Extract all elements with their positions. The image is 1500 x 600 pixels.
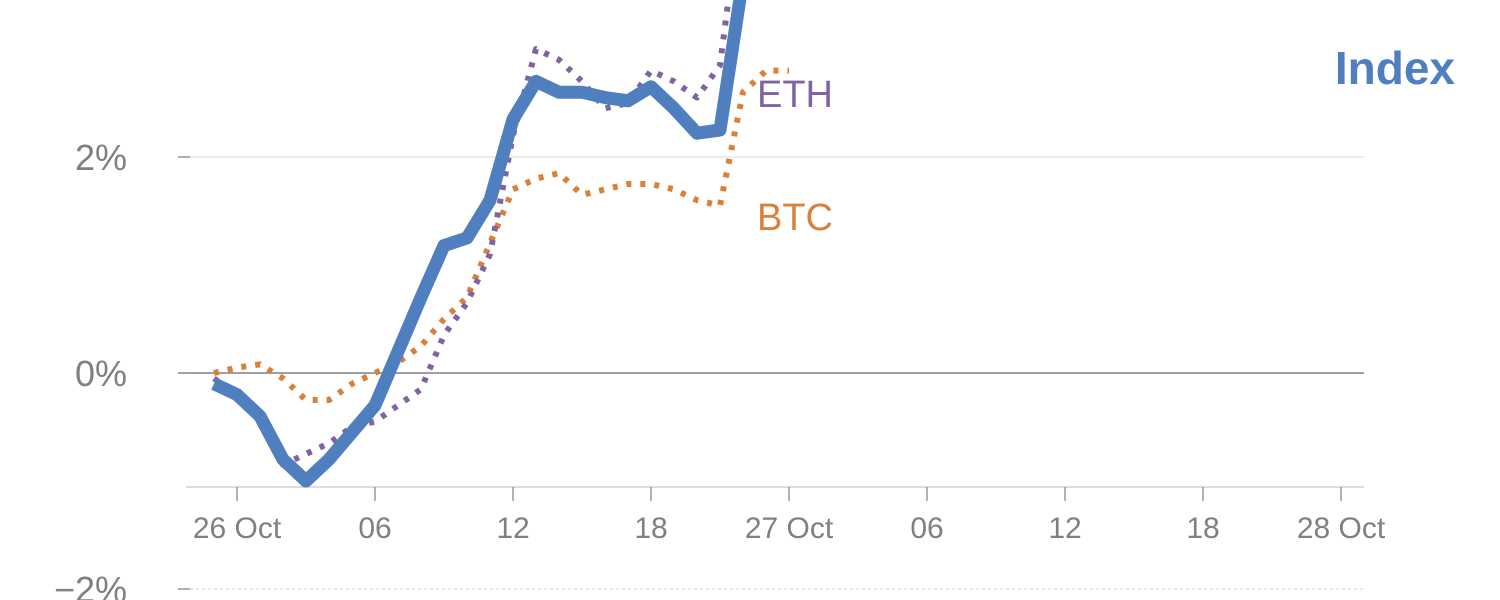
- btc-series-label: BTC: [757, 197, 833, 239]
- eth-line: [212, 0, 732, 468]
- x-tick-label: 12: [1048, 512, 1081, 545]
- series-layer: [211, 0, 789, 488]
- y-tick-label: −2%: [54, 569, 127, 600]
- index-line: [211, 0, 747, 488]
- btc-line: [213, 67, 789, 403]
- x-tick-label: 27 Oct: [745, 512, 834, 545]
- eth-series-label: ETH: [757, 74, 833, 116]
- chart-title: Index: [1335, 42, 1456, 94]
- x-tick-label: 06: [358, 512, 391, 545]
- x-tick-label: 12: [496, 512, 529, 545]
- y-tick-label: 0%: [75, 353, 127, 394]
- label-layer: ETH BTC: [757, 74, 833, 239]
- x-tick-label: 06: [910, 512, 943, 545]
- x-tick-label: 18: [634, 512, 667, 545]
- x-tick-label: 26 Oct: [193, 512, 282, 545]
- x-tick-label: 18: [1186, 512, 1219, 545]
- x-tick-label: 28 Oct: [1297, 512, 1386, 545]
- y-tick-label: 2%: [75, 137, 127, 178]
